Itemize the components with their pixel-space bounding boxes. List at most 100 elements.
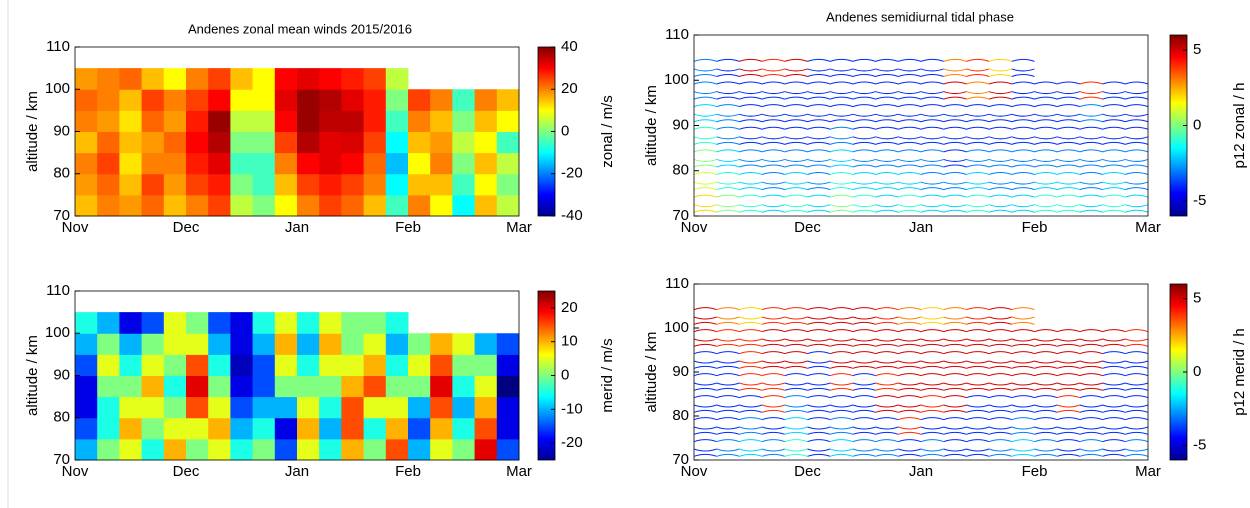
- cell: [163, 110, 187, 132]
- cell: [274, 333, 298, 355]
- colorbar-tick-label: -5: [1193, 436, 1206, 453]
- cell: [341, 110, 365, 132]
- contour-segment: [1011, 395, 1035, 413]
- cell: [75, 312, 98, 334]
- contour-segment: [1125, 373, 1149, 391]
- cell: [252, 312, 276, 334]
- cell: [274, 417, 298, 440]
- cell: [385, 312, 409, 334]
- cell: [297, 131, 320, 154]
- cell: [75, 152, 98, 175]
- cell: [163, 89, 187, 111]
- cell: [297, 89, 320, 111]
- contour-segment: [1034, 417, 1058, 435]
- cell: [319, 354, 342, 376]
- cell: [385, 68, 409, 90]
- contour-segment: [716, 417, 740, 435]
- contour-segment: [830, 307, 854, 325]
- contour-segment: [739, 307, 763, 325]
- contour-segment: [1011, 417, 1035, 435]
- contour-segment: [875, 81, 899, 100]
- cell: [141, 173, 165, 196]
- contour-segment: [943, 373, 967, 391]
- cell: [75, 110, 98, 132]
- contour-segment: [920, 149, 944, 168]
- contour-segment: [693, 307, 717, 325]
- contour-segment: [807, 194, 831, 213]
- contour-segment: [966, 81, 990, 100]
- contour-segment: [852, 81, 876, 100]
- contour-segment: [852, 104, 876, 123]
- cell: [319, 396, 342, 419]
- contour-segment: [739, 417, 763, 435]
- cell: [252, 194, 276, 217]
- cell: [496, 354, 520, 376]
- contour-segment: [1102, 172, 1126, 191]
- cell: [496, 417, 520, 440]
- contour-segment: [920, 307, 944, 325]
- contour-segment: [1102, 373, 1126, 391]
- cell: [363, 152, 387, 175]
- y-axis-label: altitude / km: [643, 85, 660, 166]
- cell: [252, 438, 276, 461]
- contour-segment: [739, 395, 763, 413]
- cell: [75, 131, 98, 154]
- contour-segment: [1057, 417, 1081, 435]
- contour-segment: [739, 126, 763, 145]
- cell: [474, 89, 498, 111]
- cell: [474, 375, 498, 398]
- cell: [385, 89, 409, 111]
- contour-segment: [830, 439, 854, 457]
- cell: [230, 417, 254, 440]
- cell: [408, 354, 431, 376]
- cell: [452, 194, 476, 217]
- cell: [119, 354, 143, 376]
- contour-segment: [761, 329, 785, 347]
- cell: [496, 152, 520, 175]
- cell: [385, 375, 409, 398]
- contour-segment: [693, 126, 717, 145]
- contour-segment: [1102, 194, 1126, 213]
- contour-segment: [693, 149, 717, 168]
- contour-segment: [920, 329, 944, 347]
- contour-segment: [943, 172, 967, 191]
- contour-segment: [784, 307, 808, 325]
- plot-area: [694, 284, 1148, 460]
- cell: [186, 354, 209, 376]
- cell: [230, 375, 254, 398]
- cell: [363, 312, 387, 334]
- contour-segment: [875, 417, 899, 435]
- x-tick-label: Mar: [1135, 219, 1161, 236]
- cell: [274, 375, 298, 398]
- cell: [297, 110, 320, 132]
- x-tick-label: Jan: [285, 219, 309, 236]
- contour-segment: [943, 439, 967, 457]
- cell: [186, 131, 209, 154]
- cell: [208, 417, 231, 440]
- contour-segment: [807, 439, 831, 457]
- contour-segment: [761, 417, 785, 435]
- cell: [119, 152, 143, 175]
- cell: [230, 312, 254, 334]
- contour-segment: [784, 194, 808, 213]
- cell: [208, 312, 231, 334]
- cell: [408, 375, 431, 398]
- cell: [252, 396, 276, 419]
- cell: [119, 438, 143, 461]
- y-tick-label: 80: [53, 165, 70, 182]
- cell: [319, 417, 342, 440]
- cell: [208, 110, 231, 132]
- y-tick-label: 110: [46, 282, 70, 299]
- contour-segment: [966, 439, 990, 457]
- cell: [163, 354, 187, 376]
- contour-segment: [1125, 395, 1149, 413]
- cell: [408, 131, 431, 154]
- x-tick-label: Dec: [173, 219, 200, 236]
- colorbar-label: p12 merid / h: [1231, 328, 1248, 416]
- contour-segment: [875, 395, 899, 413]
- contour-segment: [1079, 395, 1103, 413]
- contour-segment: [898, 307, 922, 325]
- cell: [452, 173, 476, 196]
- contour-segment: [988, 126, 1012, 145]
- contour-segment: [966, 126, 990, 145]
